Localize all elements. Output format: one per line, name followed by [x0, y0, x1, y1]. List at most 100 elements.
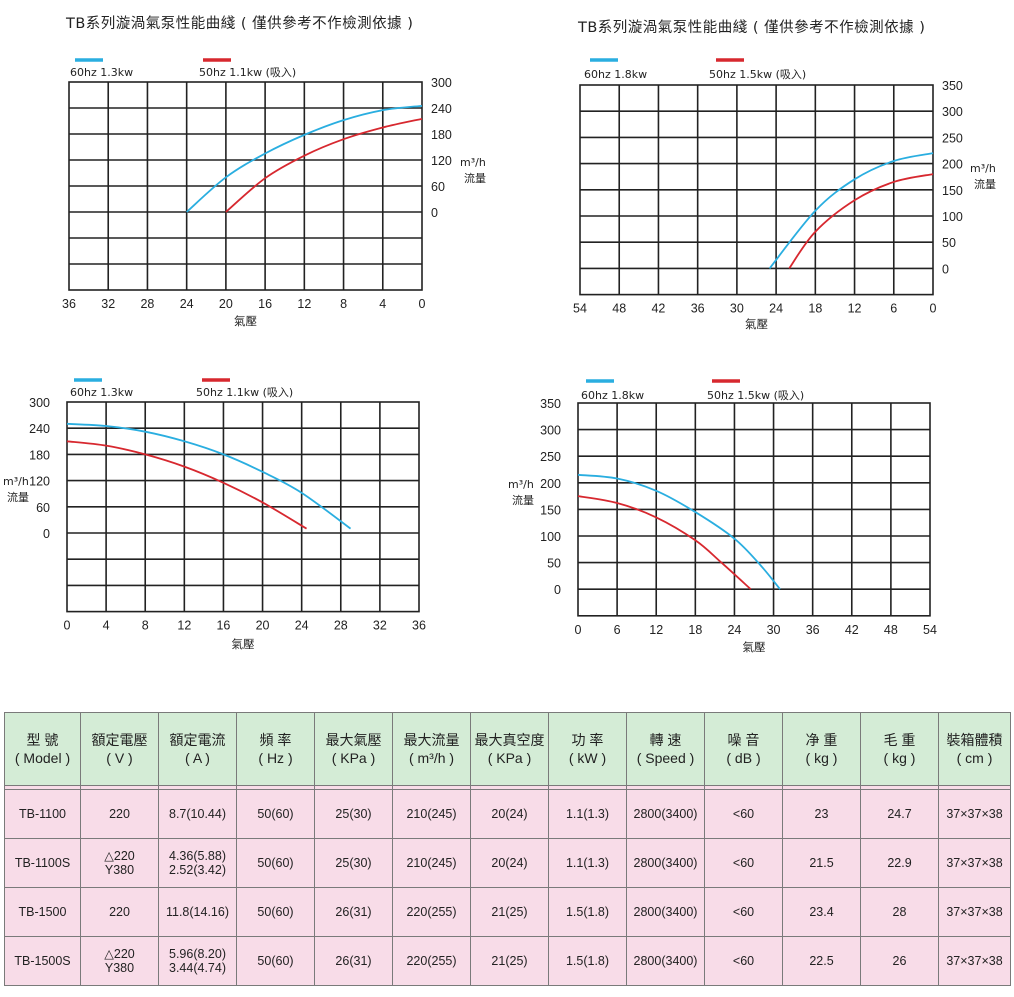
x-tick-label: 0 [930, 302, 937, 316]
table-cell-text: Y380 [104, 961, 135, 975]
x-tick-label: 42 [651, 302, 665, 316]
x-tick-label: 30 [767, 623, 781, 637]
x-tick-label: 12 [649, 623, 663, 637]
legend-label: 50hz 1.1kw (吸入) [199, 66, 296, 79]
header-cell-text: ( KPa ) [331, 750, 376, 766]
table-cell: 50(60) [236, 887, 315, 937]
header-cell-text: 裝箱體積 [946, 732, 1003, 748]
legend-label: 60hz 1.3kw [70, 66, 133, 79]
x-tick-label: 28 [334, 619, 348, 633]
header-cell-text: 型 號 [26, 732, 59, 748]
chart-1-title: TB系列漩渦氣泵性能曲綫 ( 僅供參考不作檢測依據 ) [66, 16, 414, 32]
y-tick-label: 200 [942, 158, 963, 172]
header-cell-text: ( cm ) [956, 750, 993, 766]
y-tick-label: 0 [554, 583, 561, 597]
header-cell-text: ( Model ) [14, 750, 71, 766]
table-cell-text: 37×37×38 [946, 807, 1003, 821]
table-cell: 2800(3400) [626, 838, 705, 888]
y-axis-unit: m³/h [3, 475, 29, 488]
x-tick-label: 30 [730, 302, 744, 316]
header-cell-text: ( A ) [185, 750, 210, 766]
table-cell: <60 [704, 936, 783, 986]
table-cell: 28 [860, 887, 939, 937]
header-cell: 毛 重 ( kg ) [860, 712, 939, 786]
header-cell-text: 最大流量 [403, 732, 460, 748]
y-tick-label: 120 [29, 475, 50, 489]
table-cell-text: 2.52(3.42) [169, 863, 226, 877]
table-cell-text: TB-1100S [14, 856, 71, 870]
table-cell: 22.5 [782, 936, 861, 986]
y-axis-unit: m³/h [970, 162, 996, 175]
chart-3: 0 4 8 12 16 20 24 28 32 36 300 240 180 120 60 0 m³/h 流量氣壓… [3, 378, 426, 651]
table-cell-text: 50(60) [257, 905, 294, 919]
header-cell-text: ( KPa ) [487, 750, 532, 766]
table-cell: 26(31) [314, 936, 393, 986]
table-cell-text: 220 [109, 905, 130, 919]
y-tick-label: 240 [29, 422, 50, 436]
table-cell-text: 2800(3400) [633, 807, 698, 821]
x-tick-label: 36 [412, 619, 426, 633]
series-line-50hz [225, 117, 423, 213]
x-tick-label: 8 [142, 619, 149, 633]
y-tick-label: 60 [431, 180, 445, 194]
table-cell-text: 22.9 [887, 856, 912, 870]
series-line-60hz [186, 104, 423, 213]
x-tick-label: 18 [808, 302, 822, 316]
table-cell-text: 50(60) [257, 807, 294, 821]
y-tick-label: 100 [540, 530, 561, 544]
table-row: TB-1500S △220 Y380 5.96(8.20) 3.44(4.74) 50(6… [4, 936, 1011, 986]
x-tick-label: 0 [575, 623, 582, 637]
header-cell: 型 號 ( Model ) [4, 712, 81, 786]
table-cell: 21(25) [470, 887, 549, 937]
table-cell-text: 23 [814, 807, 829, 821]
table-cell: 26 [860, 936, 939, 986]
header-cell-text: 最大氣壓 [325, 732, 382, 748]
header-cell-text: 功 率 [571, 732, 604, 748]
header-cell-text: 噪 音 [727, 732, 760, 748]
y-tick-label: 300 [540, 424, 561, 438]
table-cell-text: 28 [892, 905, 907, 919]
table-row: TB-1100 220 8.7(10.44) 50(60) 25(30) 210(245)… [4, 789, 1011, 839]
chart-2-title: TB系列漩渦氣泵性能曲綫 ( 僅供參考不作檢測依據 ) [578, 20, 926, 36]
table-cell: 220 [80, 789, 159, 839]
series-line-50hz [66, 440, 308, 530]
x-tick-label: 16 [258, 297, 272, 311]
table-cell-text: 24.7 [887, 807, 912, 821]
header-cell: 最大真空度 ( KPa ) [470, 712, 549, 786]
x-tick-label: 0 [419, 297, 426, 311]
table-cell-text: 2800(3400) [633, 905, 698, 919]
x-axis-label: 氣壓 [743, 640, 766, 654]
header-cell-text: 毛 重 [883, 732, 916, 748]
y-tick-label: 180 [431, 128, 452, 142]
table-cell: TB-1100S [4, 838, 81, 888]
y-tick-label: 350 [942, 79, 963, 93]
series-line-60hz [768, 152, 934, 269]
series-line-60hz [66, 422, 352, 530]
table-cell-text: 50(60) [257, 856, 294, 870]
table-cell: 21(25) [470, 936, 549, 986]
y-tick-label: 150 [942, 184, 963, 198]
y-tick-label: 300 [431, 76, 452, 90]
table-cell-text: 21.5 [809, 856, 834, 870]
table-cell-text: 5.96(8.20) [169, 947, 226, 961]
y-axis-unit: m³/h [460, 156, 486, 169]
x-tick-label: 36 [806, 623, 820, 637]
header-cell-text: ( kg ) [805, 750, 838, 766]
specs-table: 型 號 ( Model ) 額定電壓 ( V ) 額定電流 ( A ) 頻 率 ( Hz ) 最… [4, 712, 1011, 986]
spacer-cell [938, 785, 1011, 790]
chart-2: 54 48 42 36 30 24 18 12 6 0 350 300 250 200 150 100 50 0 m… [573, 58, 996, 331]
y-axis-unit: m³/h [508, 478, 534, 491]
y-tick-label: 150 [540, 503, 561, 517]
header-cell: 頻 率 ( Hz ) [236, 712, 315, 786]
table-cell-text: 25(30) [335, 856, 372, 870]
table-cell-text: 1.1(1.3) [565, 807, 610, 821]
table-row: TB-1500 220 11.8(14.16) 50(60) 26(31) 220(255… [4, 887, 1011, 937]
x-tick-label: 48 [612, 302, 626, 316]
header-cell-text: 額定電流 [169, 732, 226, 748]
y-tick-label: 50 [942, 236, 956, 250]
table-cell: 11.8(14.16) [158, 887, 237, 937]
header-cell-text: 轉 速 [649, 732, 682, 748]
table-cell: 37×37×38 [938, 936, 1011, 986]
x-tick-label: 4 [379, 297, 386, 311]
specs-header-row: 型 號 ( Model ) 額定電壓 ( V ) 額定電流 ( A ) 頻 率 ( Hz ) 最… [4, 712, 1011, 786]
